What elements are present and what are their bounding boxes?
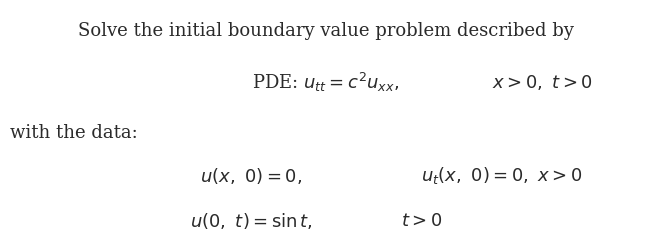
Text: $x>0,\ t>0$: $x>0,\ t>0$	[492, 73, 593, 92]
Text: $u_t(x,\ 0) = 0,\ x > 0$: $u_t(x,\ 0) = 0,\ x > 0$	[421, 165, 582, 186]
Text: with the data:: with the data:	[10, 124, 138, 142]
Text: $t > 0$: $t > 0$	[401, 212, 442, 230]
Text: Solve the initial boundary value problem described by: Solve the initial boundary value problem…	[78, 22, 574, 39]
Text: PDE: $u_{tt} = c^{2}u_{xx},$: PDE: $u_{tt} = c^{2}u_{xx},$	[252, 71, 400, 94]
Text: $u(0,\ t) = \sin t,$: $u(0,\ t) = \sin t,$	[190, 211, 312, 231]
Text: $u(x,\ 0) = 0,$: $u(x,\ 0) = 0,$	[200, 166, 302, 186]
